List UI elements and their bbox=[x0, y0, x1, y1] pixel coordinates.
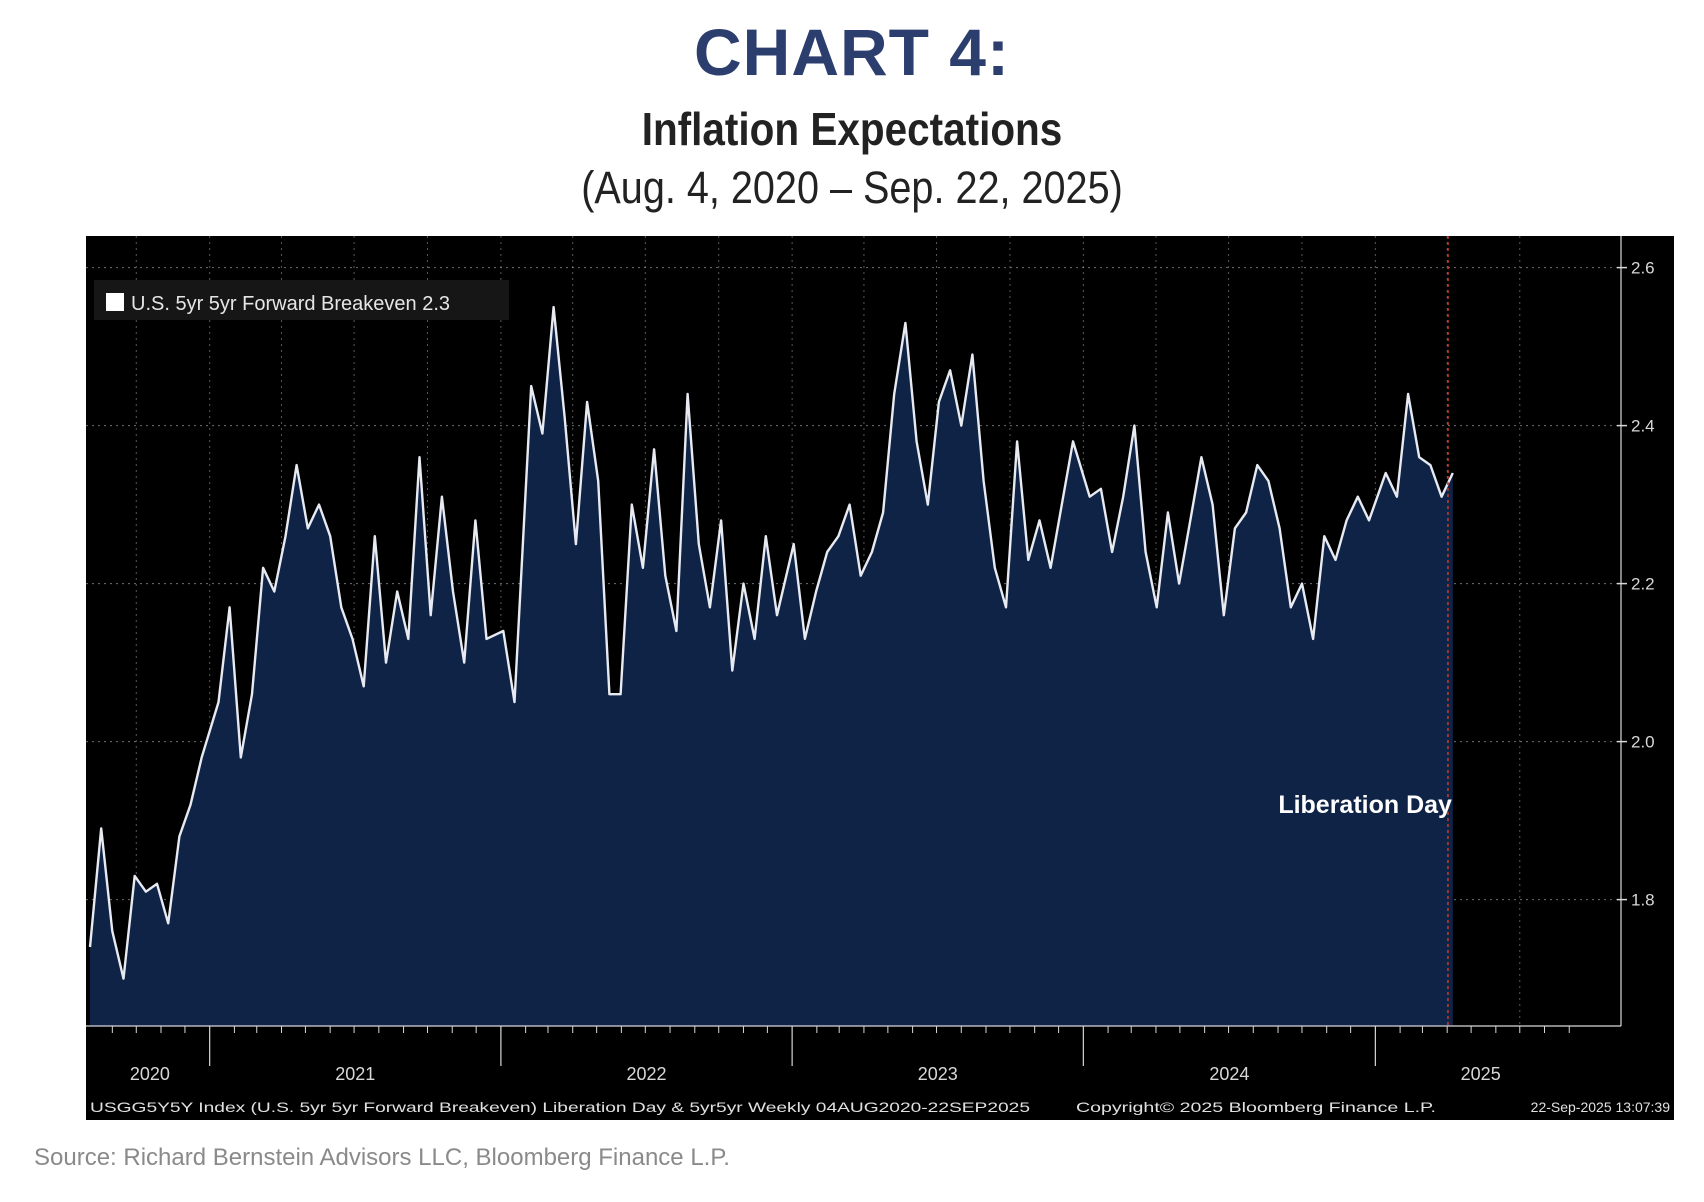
y-tick-label: 2.2 bbox=[1631, 575, 1655, 594]
x-year-label: 2024 bbox=[1209, 1064, 1249, 1084]
y-tick-label: 2.6 bbox=[1631, 259, 1655, 278]
footer-index-text: USGG5Y5Y Index (U.S. 5yr 5yr Forward Bre… bbox=[90, 1099, 1030, 1115]
series-line bbox=[88, 305, 1454, 980]
legend-swatch bbox=[106, 293, 124, 311]
legend-label: U.S. 5yr 5yr Forward Breakeven 2.3 bbox=[131, 293, 450, 315]
chart-svg: Liberation Day 1.8 2.0 2.2 2.4 2.6 2020 2021 20… bbox=[86, 236, 1671, 1115]
legend-box bbox=[94, 280, 509, 320]
y-tick-label: 1.8 bbox=[1631, 891, 1655, 910]
y-tick-label: 2.4 bbox=[1631, 417, 1655, 436]
y-tick-label: 2.0 bbox=[1631, 733, 1655, 752]
axis-layer: 1.8 2.0 2.2 2.4 2.6 2020 2021 2022 2023 2024 2025 bbox=[86, 236, 1655, 1084]
footer-timestamp: 22-Sep-2025 13:07:39 bbox=[1531, 1099, 1671, 1115]
chart-panel: Liberation Day 1.8 2.0 2.2 2.4 2.6 2020 2021 20… bbox=[86, 236, 1674, 1120]
x-year-label: 2023 bbox=[918, 1064, 958, 1084]
series-area bbox=[90, 307, 1453, 1027]
footer-copyright: Copyright© 2025 Bloomberg Finance L.P. bbox=[1076, 1099, 1436, 1115]
x-year-label: 2021 bbox=[335, 1064, 375, 1084]
source-note: Source: Richard Bernstein Advisors LLC, … bbox=[34, 1144, 730, 1171]
chart-label: CHART 4: bbox=[694, 15, 1010, 89]
x-year-label: 2020 bbox=[130, 1064, 170, 1084]
x-year-label: 2022 bbox=[626, 1064, 666, 1084]
chart-subtitle: (Aug. 4, 2020 – Sep. 22, 2025) bbox=[581, 162, 1123, 213]
chart-title: Inflation Expectations bbox=[641, 103, 1063, 155]
legend: U.S. 5yr 5yr Forward Breakeven 2.3 bbox=[94, 280, 509, 320]
liberation-day-label: Liberation Day bbox=[1278, 791, 1452, 819]
x-year-label: 2025 bbox=[1461, 1064, 1501, 1084]
